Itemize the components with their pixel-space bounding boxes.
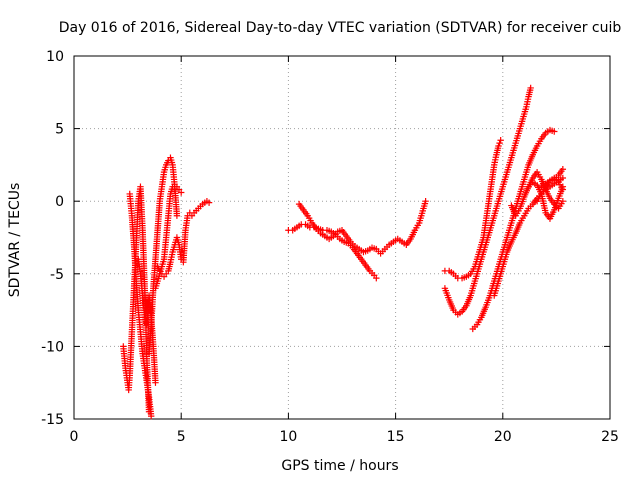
data-marks xyxy=(120,84,567,420)
x-tick-label: 15 xyxy=(387,429,405,445)
x-tick-label: 10 xyxy=(279,429,297,445)
y-tick-labels: -15 -10 -5 0 5 10 xyxy=(41,49,64,428)
x-tick-label: 5 xyxy=(177,429,186,445)
series-arc-9 xyxy=(441,137,504,282)
data-point-markers xyxy=(508,179,567,222)
y-tick-label: -5 xyxy=(50,267,64,283)
data-point-markers xyxy=(126,190,155,420)
plot-frame xyxy=(73,55,611,420)
data-point-markers xyxy=(152,183,185,292)
x-tick-label: 0 xyxy=(70,429,79,445)
x-axis-label: GPS time / hours xyxy=(281,458,398,474)
data-point-markers xyxy=(154,198,213,280)
grid-lines xyxy=(74,56,610,419)
data-point-markers xyxy=(441,137,504,282)
series-arc-8 xyxy=(295,198,429,257)
series-arc-10 xyxy=(441,84,534,318)
series-arc-2 xyxy=(126,190,155,420)
series-arc-6 xyxy=(154,198,213,280)
y-tick-label: 5 xyxy=(55,122,64,138)
series-arc-16 xyxy=(538,166,567,190)
y-tick-label: 0 xyxy=(55,194,64,210)
x-tick-label: 20 xyxy=(494,429,512,445)
axis-ticks xyxy=(73,55,611,420)
chart-title: Day 016 of 2016, Sidereal Day-to-day VTE… xyxy=(59,20,622,36)
data-point-markers xyxy=(538,166,567,190)
x-tick-label: 25 xyxy=(601,429,619,445)
data-point-markers xyxy=(295,198,429,257)
y-axis-label: SDTVAR / TECUs xyxy=(7,183,23,298)
y-tick-label: -15 xyxy=(41,412,64,428)
y-tick-label: 10 xyxy=(46,49,64,65)
x-tick-labels: 0 5 10 15 20 25 xyxy=(70,429,619,445)
series-arc-5 xyxy=(152,183,185,292)
series-arc-13 xyxy=(508,179,567,222)
data-point-markers xyxy=(441,84,534,318)
y-tick-label: -10 xyxy=(41,339,64,355)
